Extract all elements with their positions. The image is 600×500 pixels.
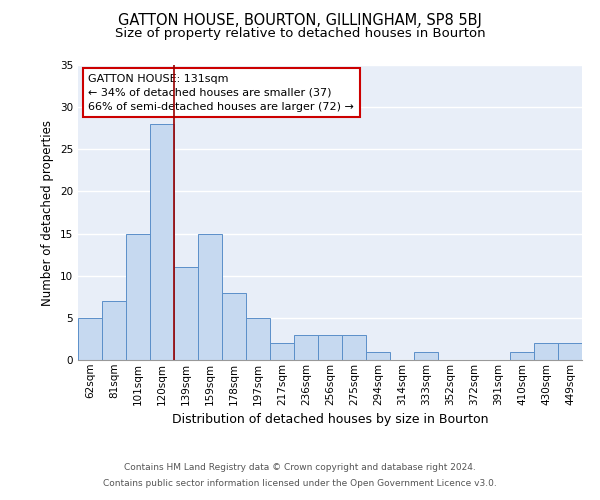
- Bar: [270, 343, 294, 360]
- Bar: [198, 234, 222, 360]
- Text: Size of property relative to detached houses in Bourton: Size of property relative to detached ho…: [115, 28, 485, 40]
- Text: GATTON HOUSE: 131sqm
← 34% of detached houses are smaller (37)
66% of semi-detac: GATTON HOUSE: 131sqm ← 34% of detached h…: [88, 74, 354, 112]
- X-axis label: Distribution of detached houses by size in Bourton: Distribution of detached houses by size …: [172, 413, 488, 426]
- Bar: [294, 334, 318, 360]
- Bar: [342, 334, 366, 360]
- Y-axis label: Number of detached properties: Number of detached properties: [41, 120, 55, 306]
- Bar: [78, 318, 102, 360]
- Bar: [534, 343, 558, 360]
- Bar: [102, 301, 126, 360]
- Bar: [126, 234, 150, 360]
- Bar: [414, 352, 438, 360]
- Bar: [558, 343, 582, 360]
- Bar: [510, 352, 534, 360]
- Text: GATTON HOUSE, BOURTON, GILLINGHAM, SP8 5BJ: GATTON HOUSE, BOURTON, GILLINGHAM, SP8 5…: [118, 12, 482, 28]
- Text: Contains HM Land Registry data © Crown copyright and database right 2024.: Contains HM Land Registry data © Crown c…: [124, 464, 476, 472]
- Text: Contains public sector information licensed under the Open Government Licence v3: Contains public sector information licen…: [103, 478, 497, 488]
- Bar: [366, 352, 390, 360]
- Bar: [318, 334, 342, 360]
- Bar: [174, 268, 198, 360]
- Bar: [150, 124, 174, 360]
- Bar: [246, 318, 270, 360]
- Bar: [222, 292, 246, 360]
